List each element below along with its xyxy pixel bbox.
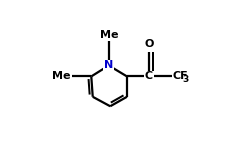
Text: CF: CF xyxy=(172,71,188,81)
Text: Me: Me xyxy=(99,30,117,40)
Text: O: O xyxy=(144,39,154,49)
Text: N: N xyxy=(104,61,113,71)
Text: Me: Me xyxy=(52,71,70,81)
Text: 3: 3 xyxy=(181,75,188,84)
Text: C: C xyxy=(144,71,152,81)
